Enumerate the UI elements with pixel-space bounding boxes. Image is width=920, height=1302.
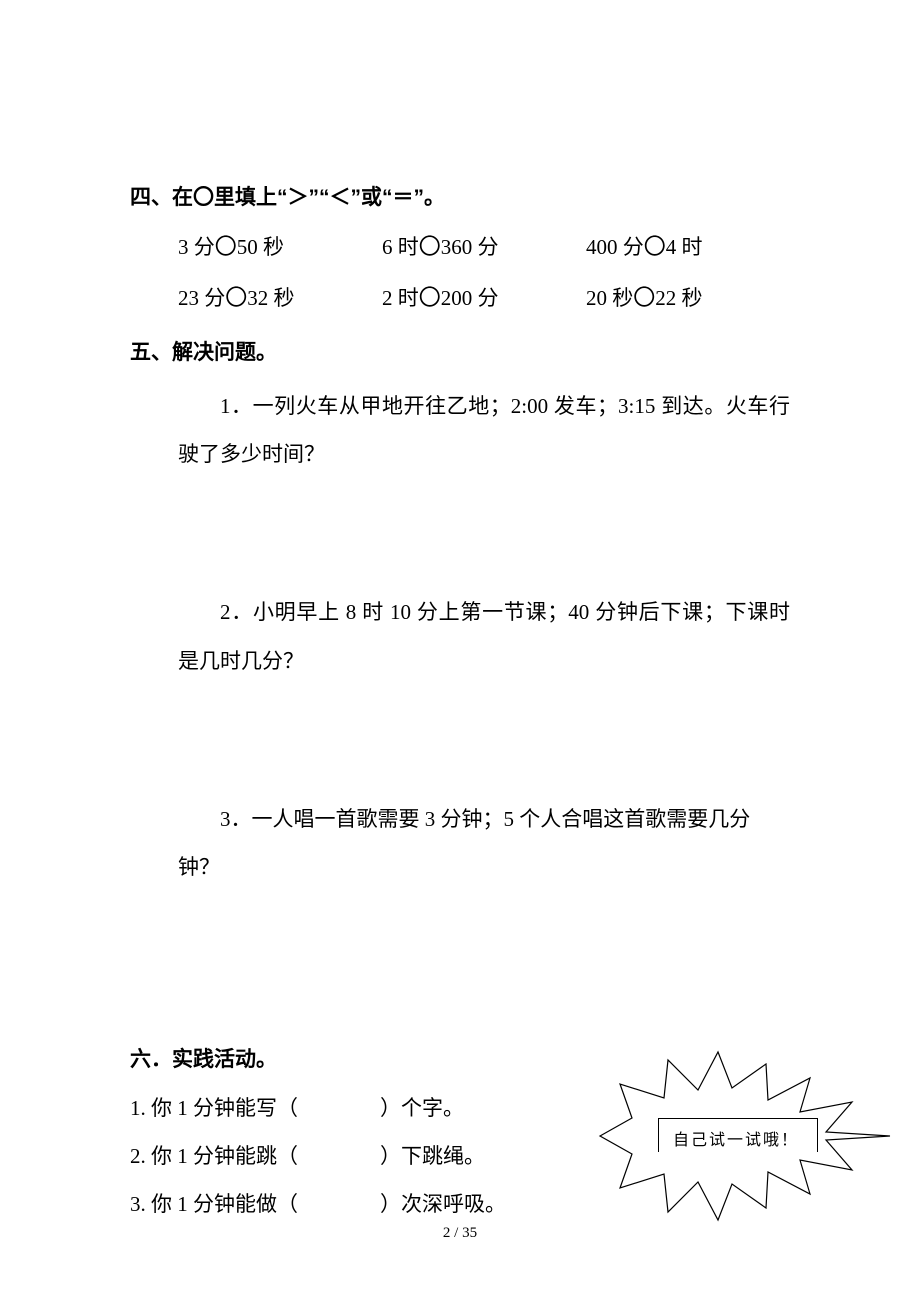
section5-title: 五、解决问题。: [130, 329, 790, 377]
item-post: ）下跳绳。: [380, 1144, 485, 1168]
circle-icon[interactable]: 〇: [215, 222, 237, 273]
comp-left: 20 秒: [586, 286, 633, 310]
comp-right: 360 分: [441, 235, 499, 259]
section4-title: 四、在〇里填上“＞”“＜”或“＝”。: [130, 174, 790, 222]
comp-cell[interactable]: 6 时〇360 分: [382, 222, 586, 273]
page: 四、在〇里填上“＞”“＜”或“＝”。 3 分〇50 秒 6 时〇360 分 40…: [0, 0, 920, 1302]
comp-left: 3 分: [178, 235, 215, 259]
comp-left: 23 分: [178, 286, 225, 310]
q2-text: 2．小明早上 8 时 10 分上第一节课；40 分钟后下课；下课时是几时几分？: [178, 600, 790, 672]
comp-left: 2 时: [382, 286, 419, 310]
comp-cell[interactable]: 400 分〇4 时: [586, 222, 790, 273]
section6: 六．实践活动。 1. 你 1 分钟能写（）个字。 2. 你 1 分钟能跳（）下跳…: [130, 1036, 790, 1229]
page-footer: 2 / 35: [0, 1225, 920, 1242]
circle-icon[interactable]: 〇: [633, 273, 655, 324]
spacer: [130, 892, 790, 1032]
spacer: [130, 685, 790, 795]
comp-right: 200 分: [441, 286, 499, 310]
spacer: [130, 478, 790, 588]
comp-cell[interactable]: 20 秒〇22 秒: [586, 273, 790, 324]
callout-box: 自己试一试哦！: [658, 1118, 818, 1152]
item-post: ）个字。: [380, 1096, 464, 1120]
comp-right: 50 秒: [237, 235, 284, 259]
item-pre: 2. 你 1 分钟能跳（: [130, 1144, 298, 1168]
item-post: ）次深呼吸。: [380, 1192, 506, 1216]
comp-cell[interactable]: 3 分〇50 秒: [178, 222, 382, 273]
q3-text: 3．一人唱一首歌需要 3 分钟；5 个人合唱这首歌需要几分钟？: [178, 807, 750, 879]
item-pre: 1. 你 1 分钟能写（: [130, 1096, 298, 1120]
comp-cell[interactable]: 2 时〇200 分: [382, 273, 586, 324]
section4-row-2: 23 分〇32 秒 2 时〇200 分 20 秒〇22 秒: [130, 273, 790, 324]
circle-icon[interactable]: 〇: [225, 273, 247, 324]
starburst-icon: 自己试一试哦！: [590, 1046, 900, 1226]
comp-left: 6 时: [382, 235, 419, 259]
circle-icon[interactable]: 〇: [419, 273, 441, 324]
circle-icon[interactable]: 〇: [644, 222, 666, 273]
comp-right: 22 秒: [655, 286, 702, 310]
comp-right: 4 时: [666, 235, 703, 259]
comp-right: 32 秒: [247, 286, 294, 310]
section5-q1: 1．一列火车从甲地开往乙地；2:00 发车；3:15 到达。火车行驶了多少时间？: [130, 382, 790, 479]
section5-q3: 3．一人唱一首歌需要 3 分钟；5 个人合唱这首歌需要几分钟？: [130, 795, 790, 892]
q1-text: 1．一列火车从甲地开往乙地；2:00 发车；3:15 到达。火车行驶了多少时间？: [178, 394, 790, 466]
section4-row-1: 3 分〇50 秒 6 时〇360 分 400 分〇4 时: [130, 222, 790, 273]
section5-q2: 2．小明早上 8 时 10 分上第一节课；40 分钟后下课；下课时是几时几分？: [130, 588, 790, 685]
comp-left: 400 分: [586, 235, 644, 259]
callout-text: 自己试一试哦！: [673, 1132, 799, 1149]
comp-cell[interactable]: 23 分〇32 秒: [178, 273, 382, 324]
circle-icon[interactable]: 〇: [419, 222, 441, 273]
item-pre: 3. 你 1 分钟能做（: [130, 1192, 298, 1216]
